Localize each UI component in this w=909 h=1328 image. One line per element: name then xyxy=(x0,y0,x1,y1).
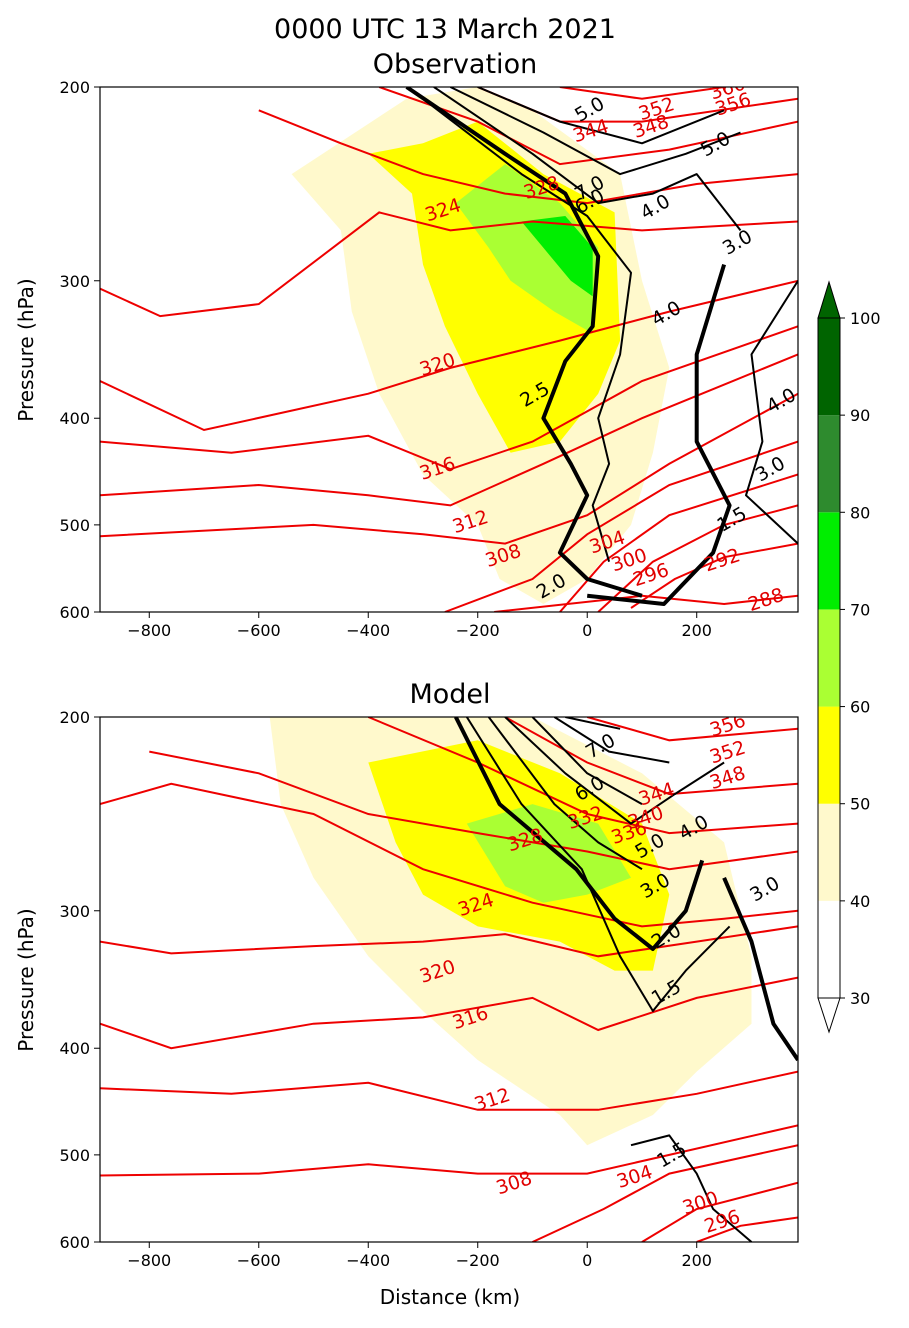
colorbar-tick-label: 70 xyxy=(850,600,870,619)
colorbar-tick-label: 80 xyxy=(850,503,870,522)
observation-x-tick-label: −400 xyxy=(346,621,390,640)
observation-theta-contour-336 xyxy=(378,87,798,166)
observation-x-tick-label: −600 xyxy=(237,621,281,640)
observation-x-tick-label: 200 xyxy=(681,621,712,640)
model-theta-contour-320 xyxy=(100,925,798,958)
model-pv-contour-4 xyxy=(531,717,643,805)
observation-pv-contour-4 xyxy=(477,87,725,145)
model-theta-contour-316 xyxy=(100,976,798,1050)
model-x-tick-label: −400 xyxy=(346,1251,390,1270)
model-pv-contour-1 xyxy=(465,717,731,1012)
colorbar-frame xyxy=(817,317,841,999)
model-y-tick-label: 300 xyxy=(59,902,90,921)
colorbar-tick-label: 60 xyxy=(850,698,870,717)
observation-y-tick-label: 500 xyxy=(59,516,90,535)
colorbar-tick-label: 50 xyxy=(850,795,870,814)
model-y-tick-label: 600 xyxy=(59,1233,90,1252)
observation-y-tick-label: 600 xyxy=(59,603,90,622)
observation-pv-contour-5 xyxy=(586,264,732,606)
observation-shading-60-2 xyxy=(455,164,599,334)
observation-theta-contour-352 xyxy=(559,87,725,100)
observation-y-tick-label: 400 xyxy=(59,409,90,428)
model-theta-contour-332 xyxy=(367,717,798,835)
observation-y-axis-title: Pressure (hPa) xyxy=(14,278,38,421)
observation-x-tick-label: −200 xyxy=(456,621,500,640)
model-theta-contour-324 xyxy=(100,782,798,928)
colorbar-segment-30-40 xyxy=(818,900,840,998)
model-theta-contour-328 xyxy=(149,750,798,871)
model-pv-contour-8 xyxy=(630,1134,753,1242)
model-pv-contour-0 xyxy=(454,717,705,951)
model-pv-contour-6 xyxy=(565,717,621,730)
model-x-tick-label: 0 xyxy=(582,1251,592,1270)
model-x-tick-label: −800 xyxy=(127,1251,171,1270)
colorbar-tick-label: 30 xyxy=(850,989,870,1008)
observation-theta-contour-300 xyxy=(559,473,798,612)
observation-theta-contour-328 xyxy=(258,109,798,205)
model-theta-contour-348 xyxy=(586,717,798,742)
observation-y-tick-label: 300 xyxy=(59,272,90,291)
model-plot-frame xyxy=(99,716,799,1243)
observation-theta-contour-296 xyxy=(597,504,798,612)
observation-pv-contour-0 xyxy=(405,87,643,598)
colorbar-segment-80-90 xyxy=(818,415,840,513)
model-y-tick-label: 400 xyxy=(59,1039,90,1058)
colorbar-segment-90-100 xyxy=(818,318,840,416)
model-theta-contour-304 xyxy=(532,1144,798,1242)
observation-theta-contour-320 xyxy=(100,279,798,432)
model-theta-contour-300 xyxy=(641,1181,798,1242)
colorbar-tick-label: 40 xyxy=(850,892,870,911)
observation-pv-contour-3 xyxy=(449,87,741,176)
model-pv-contour-2 xyxy=(487,717,643,871)
colorbar-tick-label: 90 xyxy=(850,406,870,425)
colorbar-segment-50-60 xyxy=(818,706,840,804)
observation-x-tick-label: −800 xyxy=(127,621,171,640)
model-theta-contour-296 xyxy=(696,1216,798,1242)
observation-shading-70-3 xyxy=(521,216,593,297)
model-x-tick-label: −200 xyxy=(456,1251,500,1270)
figure-title: 0000 UTC 13 March 2021 xyxy=(274,14,616,45)
model-y-axis-title: Pressure (hPa) xyxy=(14,908,38,1051)
model-pv-contour-5 xyxy=(553,717,670,764)
model-pv-contour-3 xyxy=(504,717,725,825)
observation-theta-contour-316 xyxy=(100,325,798,471)
colorbar-tick-label: 100 xyxy=(850,309,881,328)
panel-title-observation: Observation xyxy=(373,49,537,80)
model-pv-contour-7 xyxy=(722,877,798,1062)
model-x-axis-title: Distance (km) xyxy=(380,1285,520,1309)
model-shading-60-2 xyxy=(466,804,631,903)
colorbar-segment-70-80 xyxy=(818,512,840,610)
model-y-tick-label: 500 xyxy=(59,1146,90,1165)
observation-x-tick-label: 0 xyxy=(582,621,592,640)
colorbar: 30 40 50 60 70 80 90 100 xyxy=(817,280,881,1034)
model-theta-contour-308 xyxy=(100,1124,798,1177)
observation-plot-frame xyxy=(99,86,799,613)
colorbar-segment-40-50 xyxy=(818,803,840,901)
panel-title-model: Model xyxy=(409,679,490,710)
model-theta-contour-340 xyxy=(504,717,798,796)
colorbar-segment-60-70 xyxy=(818,609,840,707)
observation-pv-contour-1 xyxy=(422,98,632,562)
observation-pv-contour-2 xyxy=(433,87,742,232)
model-theta-contour-312 xyxy=(100,1070,798,1111)
model-x-tick-label: −600 xyxy=(237,1251,281,1270)
observation-theta-contour-308 xyxy=(100,392,798,545)
observation-theta-contour-312 xyxy=(100,353,798,507)
observation-theta-contour-324 xyxy=(100,211,798,318)
model-y-tick-label: 200 xyxy=(59,708,90,727)
observation-y-tick-label: 200 xyxy=(59,78,90,97)
observation-pv-contour-6 xyxy=(745,280,798,545)
model-x-tick-label: 200 xyxy=(681,1251,712,1270)
